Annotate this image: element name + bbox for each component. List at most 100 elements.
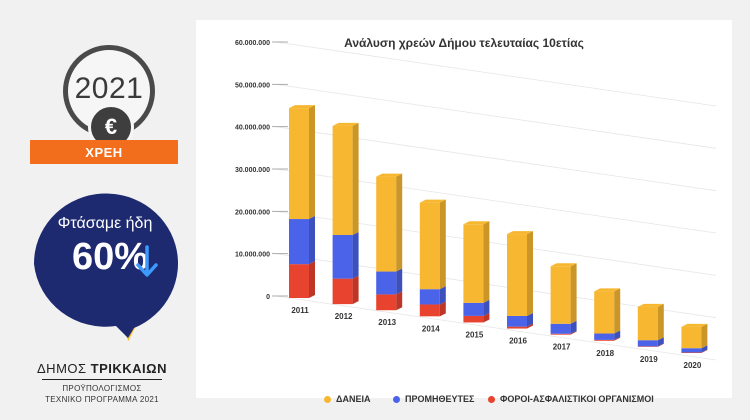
bar-segment [376, 294, 397, 311]
bar-segment [419, 304, 440, 317]
bar-side [527, 323, 533, 329]
bar-segment [463, 302, 484, 316]
bar-segment [332, 234, 353, 279]
bar-side [614, 288, 621, 334]
x-tick-label: 2011 [291, 306, 309, 315]
legend-swatch-loans [324, 396, 331, 404]
bar-top [507, 231, 533, 235]
bar-side [701, 323, 708, 349]
stacked-bar-chart: Ανάλυση χρεών Δήμου τελευταίας 10ετίας 0 1… [235, 36, 717, 370]
bar-segment [507, 326, 527, 329]
bar-segment [637, 346, 658, 347]
legend-label-loans: ΔΑΝΕΙΑ [336, 394, 371, 404]
debt-label: ΧΡΕΗ [30, 140, 178, 164]
bar-side [657, 343, 664, 347]
bar-top [463, 221, 490, 225]
bar-side [570, 330, 577, 335]
x-tick-label: 2020 [684, 361, 702, 370]
bar-side [701, 349, 708, 353]
municipality-prefix: ΔΗΜΟΣ [37, 361, 91, 376]
chart-title: Ανάλυση χρεών Δήμου τελευταίας 10ετίας [344, 36, 584, 50]
bar-side [701, 345, 708, 353]
bubble-value: 60% [40, 236, 180, 279]
bar-segment [550, 333, 571, 335]
bar-side [614, 330, 621, 340]
gridline [275, 83, 717, 149]
bar-segment [550, 323, 571, 334]
y-tick-label: 10.000.000 [235, 252, 270, 259]
bar-segment [289, 264, 309, 298]
bar-segment [681, 326, 702, 349]
bar-side [657, 337, 664, 347]
y-tick-label: 30.000.000 [235, 167, 270, 174]
legend-label-taxes: ΦΟΡΟΙ-ΑΣΦΑΛΙΣΤΙΚΟΙ ΟΡΓΑΝΙΣΜΟΙ [500, 394, 654, 404]
bar-segment [419, 289, 440, 305]
divider [42, 379, 162, 380]
x-tick-label: 2016 [509, 337, 527, 346]
bar-segment [507, 234, 527, 316]
x-tick-label: 2014 [422, 324, 440, 333]
bar-side [352, 122, 359, 235]
bar-top [289, 105, 315, 109]
y-tick-label: 60.000.000 [235, 40, 270, 47]
bar-segment [637, 306, 658, 341]
bar-top [681, 323, 708, 327]
bar-side [614, 336, 621, 341]
x-tick-label: 2012 [335, 312, 353, 321]
bar-segment [594, 333, 615, 340]
legend-item-suppliers: ΠΡΟΜΗΘΕΥΤΕΣ [393, 394, 474, 404]
x-tick-label: 2013 [378, 318, 396, 327]
bar-side [439, 301, 446, 317]
subtitle-budget: ΠΡΟΫΠΟΛΟΓΙΣΜΟΣ [62, 384, 142, 393]
municipality-title: ΔΗΜΟΣ ΤΡΙΚΚΑΙΩΝ [22, 361, 182, 376]
bar-segment [332, 278, 353, 305]
bar-segment [376, 271, 397, 295]
bar-top [376, 173, 403, 177]
bar-side [352, 231, 359, 279]
bar-segment [332, 125, 353, 235]
year-label: 2021 [74, 72, 144, 105]
legend-label-suppliers: ΠΡΟΜΗΘΕΥΤΕΣ [405, 394, 475, 404]
speech-bubble [33, 193, 178, 338]
bar-segment [594, 291, 615, 334]
bubble-percent: 60% [71, 236, 149, 278]
bubble-text: Φτάσαμε ήδη [57, 215, 153, 232]
chart-card: Ανάλυση χρεών Δήμου τελευταίας 10ετίας 0 1… [196, 20, 732, 404]
x-tick-label: 2019 [640, 355, 658, 364]
y-tick-label: 40.000.000 [235, 125, 270, 132]
bar-segment [594, 339, 615, 341]
bar-side [439, 199, 446, 290]
bar-side [527, 231, 533, 316]
bar-side [439, 286, 446, 305]
bar-top [637, 303, 664, 307]
bar-segment [681, 352, 702, 353]
bar-side [657, 303, 664, 341]
subtitle-program: ΤΕΧΝΙΚΟ ΠΡΟΓΡΑΜΜΑ 2021 [45, 395, 159, 404]
bar-top [550, 263, 577, 267]
bar-segment [507, 315, 527, 327]
bar-side [570, 263, 577, 324]
x-tick-label: 2015 [466, 330, 484, 339]
sidebar: 2021 € ΧΡΕΗ Φτάσαμε ήδη 60% ΔΗΜΟΣ ΤΡΙΚΚΑ… [0, 0, 195, 420]
bar-top [332, 122, 359, 126]
bar-segment [289, 219, 309, 265]
bar-side [309, 216, 315, 265]
arrow-down-icon [136, 245, 158, 277]
bar-segment [419, 202, 440, 290]
bar-side [309, 261, 315, 298]
bar-side [483, 312, 490, 323]
y-tick-label: 20.000.000 [235, 209, 270, 216]
bar-side [352, 275, 359, 305]
bar-side [396, 268, 403, 295]
bar-side [483, 221, 490, 303]
bar-side [570, 320, 577, 334]
bar-side [309, 105, 315, 220]
bar-segment [289, 108, 309, 220]
bar-segment [550, 266, 571, 324]
bar-segment [463, 224, 484, 303]
bar-side [396, 291, 403, 311]
bar-side [527, 312, 533, 327]
bar-segment [376, 176, 397, 272]
y-tick-label: 50.000.000 [235, 82, 270, 89]
bar-top [419, 199, 446, 203]
